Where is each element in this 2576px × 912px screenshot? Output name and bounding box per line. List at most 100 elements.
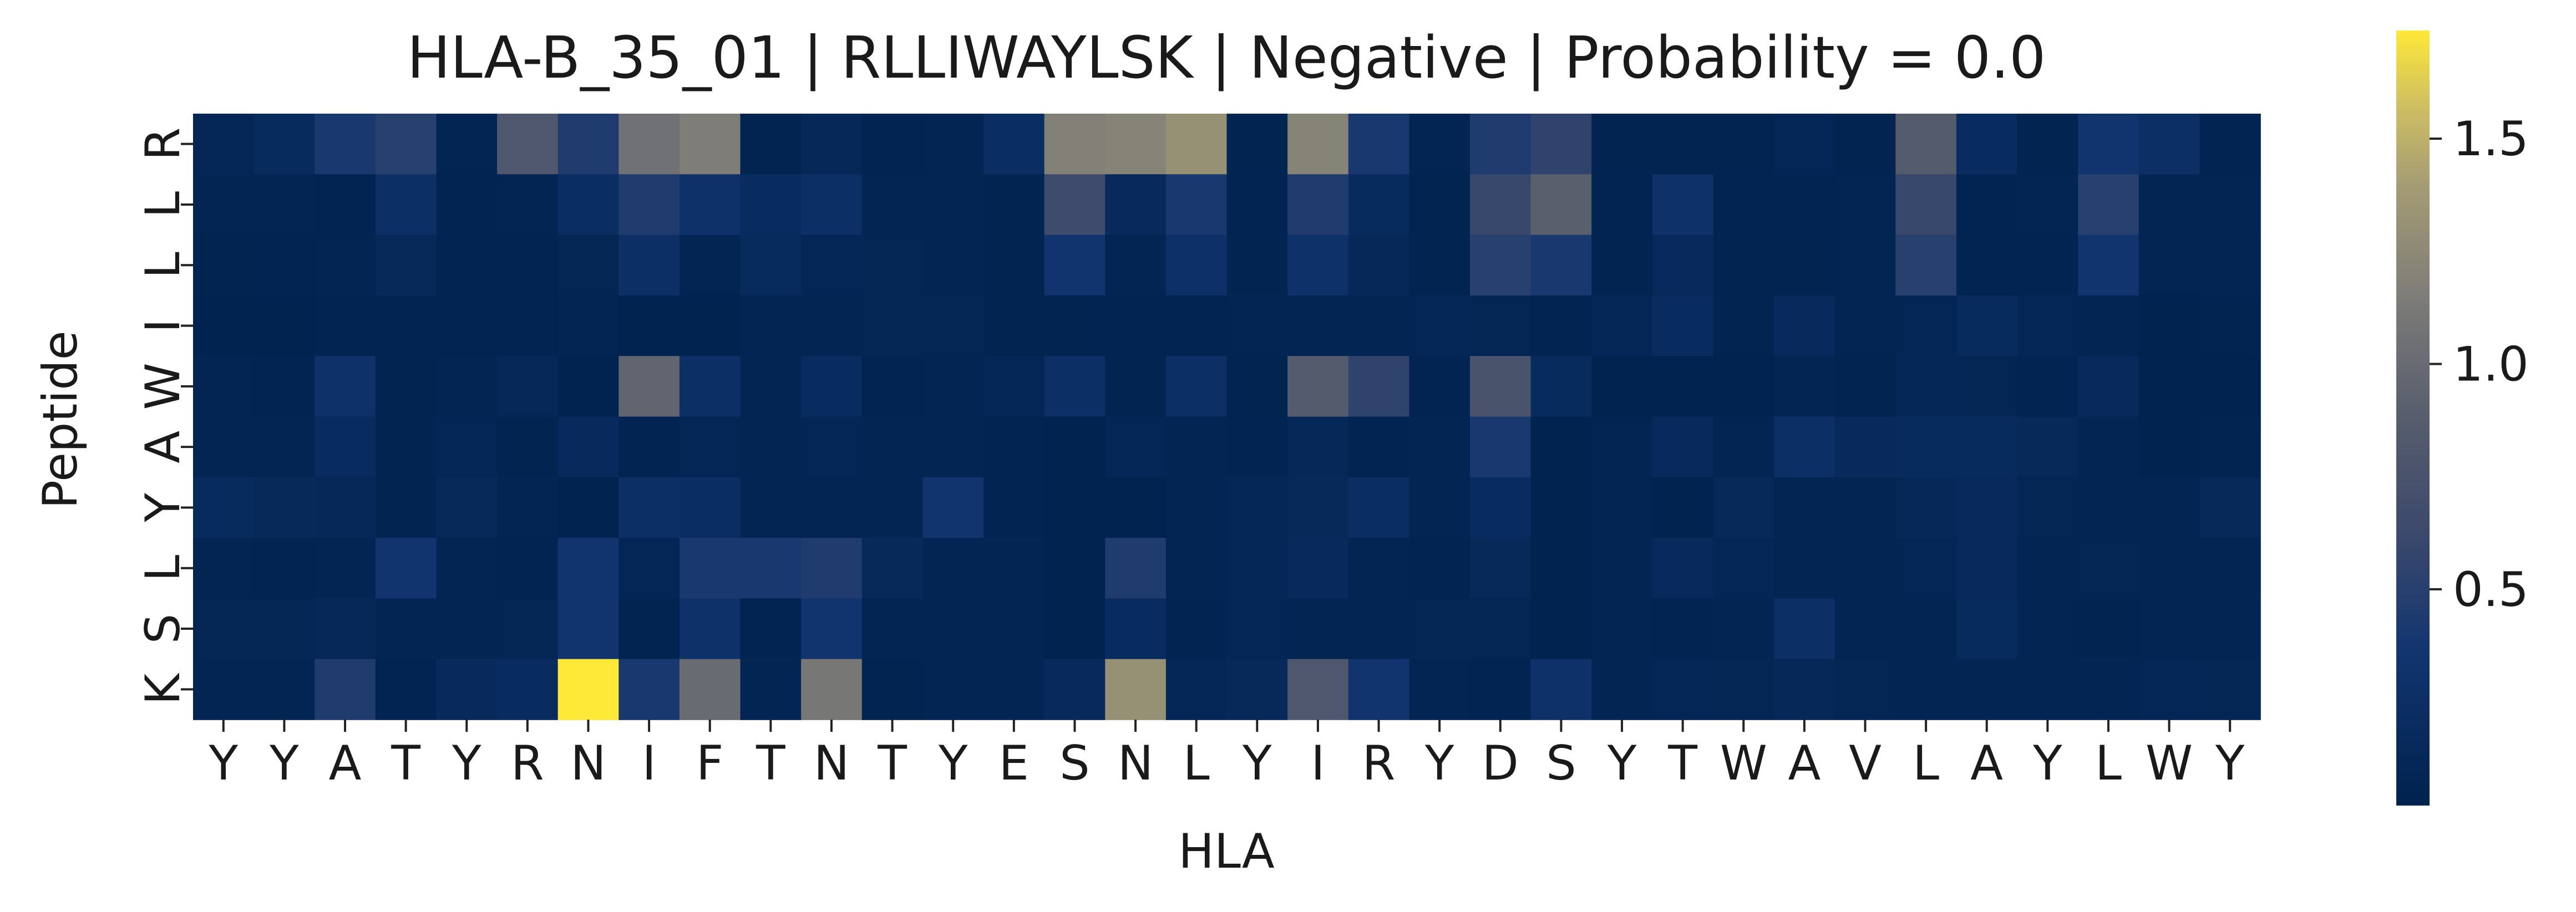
heatmap-cell bbox=[497, 659, 559, 720]
heatmap-cell bbox=[922, 356, 984, 417]
heatmap-cell bbox=[1530, 235, 1593, 296]
heatmap-cell bbox=[1044, 174, 1106, 236]
x-tick-label: Y bbox=[2032, 736, 2062, 791]
heatmap-cell bbox=[1834, 477, 1896, 538]
heatmap-cell bbox=[1226, 598, 1288, 660]
heatmap-cell bbox=[679, 598, 741, 660]
heatmap-cell bbox=[2017, 598, 2078, 660]
x-axis-label: HLA bbox=[1178, 824, 1275, 879]
heatmap-cell bbox=[1652, 114, 1714, 175]
heatmap-cell bbox=[1165, 538, 1228, 599]
heatmap-cell bbox=[922, 477, 984, 538]
heatmap-cell bbox=[1895, 356, 1957, 417]
heatmap-cell bbox=[2138, 295, 2200, 356]
heatmap-cell bbox=[557, 598, 620, 660]
heatmap-cell bbox=[1652, 477, 1714, 538]
y-tick-label: W bbox=[135, 363, 191, 410]
x-tick-label: A bbox=[329, 736, 362, 791]
heatmap-cell bbox=[1469, 114, 1532, 175]
heatmap-cell bbox=[1591, 174, 1653, 236]
heatmap-cell bbox=[2138, 114, 2200, 175]
heatmap-cell bbox=[618, 356, 680, 417]
heatmap-cell bbox=[193, 295, 255, 356]
heatmap-cell bbox=[193, 538, 255, 599]
x-tick-label: T bbox=[391, 736, 420, 791]
heatmap-cell bbox=[1956, 416, 2018, 478]
heatmap-cell bbox=[861, 114, 924, 175]
heatmap-cell bbox=[2199, 659, 2261, 720]
y-tick-label: A bbox=[135, 431, 191, 463]
heatmap-cell bbox=[1713, 174, 1774, 236]
heatmap-cell bbox=[2138, 356, 2200, 417]
y-tick-label: L bbox=[135, 555, 191, 582]
heatmap-cell bbox=[983, 114, 1045, 175]
x-tick-label: L bbox=[1913, 736, 1939, 791]
heatmap-cell bbox=[1652, 598, 1714, 660]
x-tick-label: N bbox=[1118, 736, 1153, 791]
heatmap-cell bbox=[2017, 416, 2078, 478]
heatmap-cell bbox=[436, 477, 498, 538]
heatmap-cell bbox=[801, 538, 863, 599]
heatmap-cell bbox=[1409, 598, 1470, 660]
heatmap-cell bbox=[1774, 356, 1835, 417]
heatmap-cell bbox=[983, 174, 1045, 236]
colorbar-tick-label: 1.5 bbox=[2453, 111, 2529, 167]
heatmap-cell bbox=[436, 235, 498, 296]
heatmap-cell bbox=[1713, 598, 1774, 660]
heatmap-cell bbox=[557, 295, 620, 356]
heatmap-cell bbox=[1956, 356, 2018, 417]
heatmap-cell bbox=[740, 538, 802, 599]
heatmap-cell bbox=[2017, 295, 2078, 356]
heatmap-cell bbox=[2017, 356, 2078, 417]
heatmap-cell bbox=[861, 174, 924, 236]
heatmap-cell bbox=[193, 235, 255, 296]
heatmap-cell bbox=[1165, 235, 1228, 296]
x-tick-label: S bbox=[1059, 736, 1090, 791]
heatmap-cell bbox=[1591, 477, 1653, 538]
heatmap-cell bbox=[436, 114, 498, 175]
heatmap-cell bbox=[983, 538, 1045, 599]
heatmap-cell bbox=[861, 235, 924, 296]
heatmap-cell bbox=[1895, 659, 1957, 720]
heatmap-cell bbox=[2199, 174, 2261, 236]
heatmap-cell bbox=[436, 416, 498, 478]
heatmap-cell bbox=[1530, 659, 1593, 720]
heatmap-cell bbox=[1044, 538, 1106, 599]
heatmap-cell bbox=[1105, 477, 1167, 538]
heatmap-cell bbox=[1044, 235, 1106, 296]
heatmap-cell bbox=[1895, 477, 1957, 538]
heatmap-cell bbox=[253, 538, 316, 599]
heatmap-cell bbox=[497, 477, 559, 538]
heatmap-cell bbox=[1287, 174, 1349, 236]
heatmap-cell bbox=[1530, 295, 1593, 356]
heatmap-cell bbox=[1105, 659, 1167, 720]
y-axis-label: Peptide bbox=[33, 330, 88, 508]
heatmap-cell bbox=[253, 114, 316, 175]
heatmap-cell bbox=[497, 295, 559, 356]
heatmap-cell bbox=[1287, 114, 1349, 175]
heatmap-cell bbox=[2199, 538, 2261, 599]
heatmap-cell bbox=[2078, 416, 2139, 478]
heatmap-cell bbox=[193, 659, 255, 720]
heatmap-cell bbox=[1956, 235, 2018, 296]
heatmap-cell bbox=[253, 235, 316, 296]
heatmap-cell bbox=[253, 477, 316, 538]
heatmap-cell bbox=[375, 477, 437, 538]
heatmap-cell bbox=[1469, 538, 1532, 599]
heatmap-cell bbox=[801, 598, 863, 660]
heatmap-cell bbox=[2078, 356, 2139, 417]
heatmap-cell bbox=[2199, 477, 2261, 538]
x-tick-label: S bbox=[1546, 736, 1576, 791]
heatmap-cell bbox=[2199, 295, 2261, 356]
x-tick-label: D bbox=[1482, 736, 1519, 791]
heatmap-cell bbox=[315, 356, 376, 417]
heatmap-cell bbox=[618, 174, 680, 236]
heatmap-cell bbox=[2138, 235, 2200, 296]
heatmap-cell bbox=[861, 477, 924, 538]
heatmap-cell bbox=[1774, 659, 1835, 720]
heatmap-cell bbox=[375, 295, 437, 356]
heatmap-cell bbox=[1226, 174, 1288, 236]
y-tick-label: L bbox=[135, 252, 191, 278]
heatmap-cell bbox=[1774, 477, 1835, 538]
heatmap-cell bbox=[1895, 295, 1957, 356]
